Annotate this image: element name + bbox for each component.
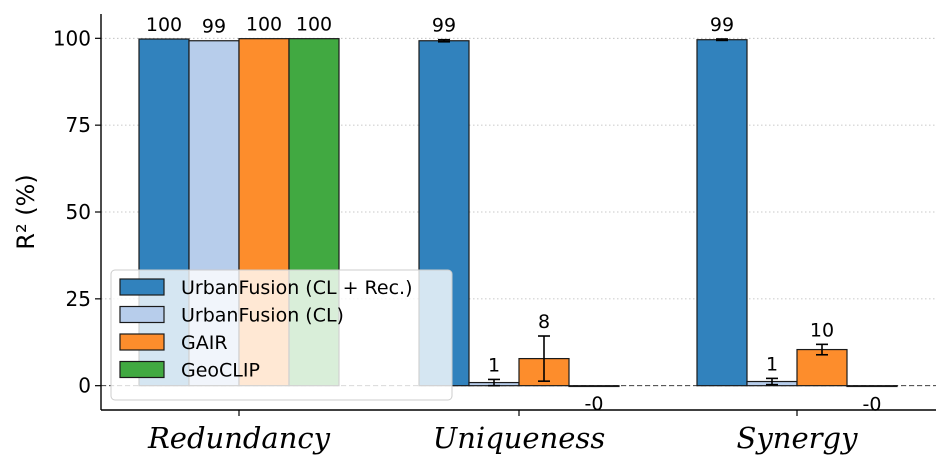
- legend-label: UrbanFusion (CL): [181, 305, 344, 327]
- labels-layer: 100 99 100 100 99 1 8 -0 99 1 10 -0: [146, 14, 882, 416]
- legend-label: GAIR: [181, 332, 228, 354]
- bar: [846, 385, 898, 388]
- axes-layer: 0 25 50 75 100 Redundancy Uniqueness Synergy: [53, 14, 936, 455]
- legend-swatch: [119, 360, 165, 379]
- legend-swatch: [119, 305, 165, 324]
- bar-value-label: 99: [202, 16, 226, 38]
- x-tick-label: Uniqueness: [433, 421, 605, 455]
- bar-value-label: 10: [810, 319, 834, 341]
- y-tick-label: 50: [66, 200, 91, 224]
- legend-box: [110, 269, 453, 401]
- bar: [696, 39, 748, 387]
- bar-value-label: 100: [246, 14, 282, 36]
- bar-value-label: 100: [146, 14, 182, 36]
- y-axis-title: R² (%): [12, 174, 40, 249]
- y-tick-label: 0: [78, 374, 91, 398]
- legend-label: GeoCLIP: [181, 360, 260, 382]
- legend-swatch: [119, 278, 165, 296]
- y-tick-label: 75: [66, 113, 91, 137]
- bar-value-label: 100: [296, 14, 332, 36]
- x-tick-label: Synergy: [737, 421, 859, 455]
- legend: UrbanFusion (CL + Rec.) UrbanFusion (CL) G…: [110, 269, 453, 401]
- bar-value-label: 1: [488, 354, 500, 376]
- bar-value-label: 8: [538, 311, 550, 333]
- bar-value-label: 1: [766, 353, 778, 375]
- legend-label: UrbanFusion (CL + Rec.): [181, 277, 412, 299]
- legend-swatch: [119, 333, 165, 351]
- bar: [796, 348, 848, 387]
- bar: [568, 385, 620, 388]
- bar-value-label: 99: [710, 14, 734, 36]
- y-tick-label: 100: [53, 26, 91, 50]
- y-tick-label: 25: [66, 287, 91, 311]
- x-tick-label: Redundancy: [147, 421, 331, 455]
- bar-value-label: -0: [585, 393, 604, 415]
- bar-value-label: 99: [432, 15, 456, 37]
- bar-value-label: -0: [863, 393, 882, 415]
